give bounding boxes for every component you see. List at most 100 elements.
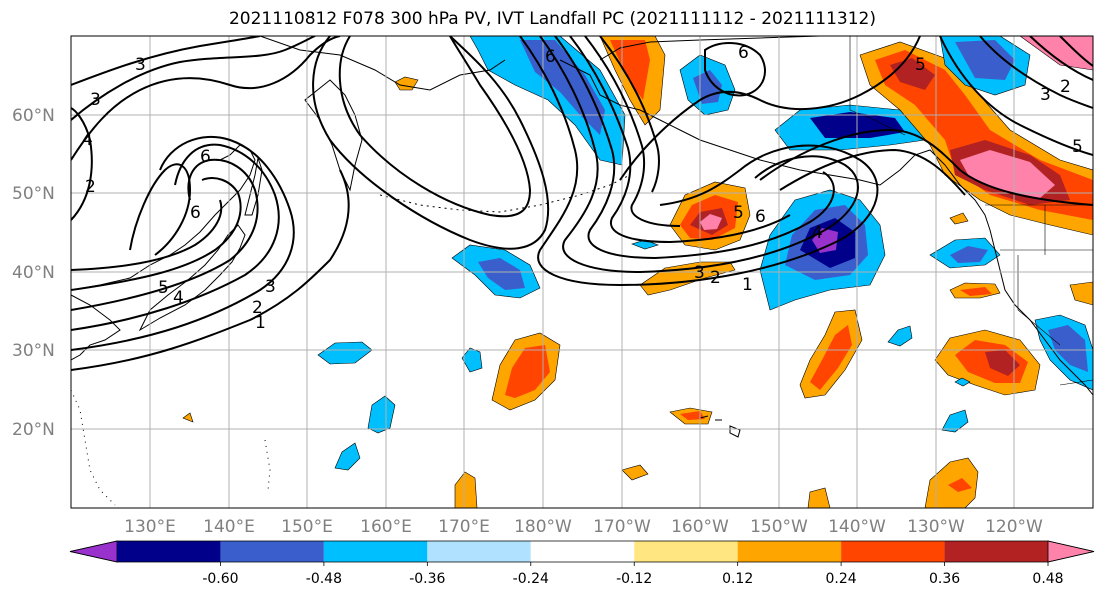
shade-negative-30n-140w bbox=[887, 325, 913, 347]
pv-contour-west-closed bbox=[71, 107, 93, 221]
shade-negative-hawaii bbox=[631, 239, 659, 250]
pv-contour-west-ridge-a bbox=[71, 36, 341, 161]
lat-label: 40°N bbox=[12, 263, 55, 283]
lon-label: 140°E bbox=[203, 517, 255, 537]
contour-label: 3 bbox=[1040, 85, 1051, 105]
lat-label: 30°N bbox=[12, 341, 55, 361]
contour-label: 4 bbox=[812, 223, 823, 243]
ivt-shading bbox=[182, 36, 1093, 508]
lat-label: 50°N bbox=[12, 184, 55, 204]
shade-negative-22n-165e bbox=[367, 395, 396, 434]
contour-label: 2 bbox=[252, 298, 263, 318]
coastlines bbox=[71, 36, 1093, 506]
coast-kamchatka bbox=[304, 79, 363, 192]
colorbar-segment bbox=[944, 541, 1048, 562]
shade-negative-bering bbox=[469, 36, 626, 166]
pv-contour-ne-3 bbox=[939, 36, 1093, 156]
contour-label: 2 bbox=[1060, 77, 1071, 97]
contour-label: 3 bbox=[694, 263, 705, 283]
colorbar-tick-label: -0.12 bbox=[616, 571, 652, 587]
pv-contour-trough-4 bbox=[569, 36, 791, 244]
shade-positive-coast bbox=[1069, 281, 1093, 306]
shade-positive-180-core bbox=[505, 345, 550, 398]
colorbar-segment bbox=[530, 541, 635, 562]
map-content: 3 3 4 2 6 6 5 4 3 2 1 6 6 5 3 2 1 4 5 3 … bbox=[71, 36, 1093, 508]
shade-negative-upper-right-core bbox=[955, 40, 1015, 80]
shade-positive-small-7 bbox=[949, 212, 969, 225]
colorbar-segment bbox=[634, 541, 738, 562]
shade-positive-small-6 bbox=[182, 412, 194, 423]
lon-label: 130°W bbox=[907, 517, 965, 537]
pv-contour-west-closed-2 bbox=[129, 163, 192, 256]
shade-positive-alaska-w-core bbox=[610, 40, 650, 100]
colorbar-extend-max bbox=[1047, 540, 1095, 563]
contour-label: 6 bbox=[738, 43, 749, 63]
shade-positive-160w-peak bbox=[700, 214, 722, 230]
coast-na-west bbox=[944, 164, 1093, 396]
colorbar-tick-label: 0.12 bbox=[722, 571, 753, 587]
shade-negative-bering-core bbox=[520, 40, 605, 135]
lat-label: 20°N bbox=[12, 420, 55, 440]
lon-label: 170°W bbox=[593, 517, 651, 537]
latitude-labels: 60°N 50°N 40°N 30°N 20°N bbox=[12, 106, 55, 440]
pv-contour-west-6 bbox=[71, 199, 223, 271]
contour-label: 5 bbox=[1072, 137, 1083, 157]
contour-label: 2 bbox=[710, 268, 721, 288]
pv-contour-alaska-outer bbox=[619, 36, 921, 181]
pv-contour-west-3 bbox=[71, 143, 280, 331]
colorbar-tick-label: -0.36 bbox=[409, 571, 445, 587]
lat-label: 60°N bbox=[12, 106, 55, 126]
coast-islands bbox=[71, 389, 271, 506]
pv-contour-ridge-mid-1 bbox=[312, 36, 550, 250]
shade-positive-pnw-peak bbox=[960, 150, 1055, 198]
map-title: 2021110812 F078 300 hPa PV, IVT Landfall… bbox=[228, 9, 876, 29]
pv-contour-ne-2 bbox=[779, 148, 966, 196]
colorbar-segment bbox=[841, 541, 945, 562]
map-border bbox=[70, 35, 1094, 509]
colorbar-tick-label: 0.24 bbox=[826, 571, 857, 587]
colorbar-tick-label: -0.24 bbox=[513, 571, 549, 587]
pv-contour-ne-5 bbox=[1029, 36, 1093, 81]
shade-negative-130w-core bbox=[950, 246, 988, 263]
pv-contour-trough-2 bbox=[539, 36, 859, 274]
longitude-labels: 130°E 140°E 150°E 160°E 170°E 180°W 170°… bbox=[124, 517, 1043, 537]
shade-negative-18n-160e bbox=[334, 442, 361, 471]
contour-label: 3 bbox=[90, 90, 101, 110]
contour-label: 6 bbox=[200, 147, 211, 167]
coast-alaska-north bbox=[599, 36, 821, 61]
coast-korea-china bbox=[71, 294, 121, 361]
pv-contour-west-5 bbox=[71, 177, 242, 291]
political-borders bbox=[849, 36, 1093, 386]
lon-label: 170°E bbox=[438, 517, 490, 537]
pv-contour-trough-6 bbox=[599, 36, 660, 193]
shade-positive-hawaii-core bbox=[680, 411, 705, 420]
pv-contour-ne-1 bbox=[759, 128, 1093, 206]
colorbar-tick-label: -0.60 bbox=[202, 571, 238, 587]
colorbar: -0.60 -0.48 -0.36 -0.24 -0.12 0.12 0.24 0.36 0.4… bbox=[69, 540, 1095, 587]
contour-label: 4 bbox=[173, 288, 184, 308]
shade-negative-25n-130w bbox=[954, 377, 971, 387]
shade-negative-40n-175e-core bbox=[478, 258, 525, 290]
contour-label: 5 bbox=[158, 278, 169, 298]
pv-contour-ne-6 bbox=[1059, 36, 1093, 67]
lon-label: 140°W bbox=[828, 517, 886, 537]
contour-label: 1 bbox=[742, 275, 753, 295]
shade-negative-20n-130w bbox=[941, 409, 969, 433]
pv-contour-trough-3 bbox=[554, 36, 835, 260]
contour-label: 6 bbox=[755, 207, 766, 227]
lon-label: 160°E bbox=[360, 517, 412, 537]
coast-alaska bbox=[559, 59, 946, 186]
shade-positive-37n-core bbox=[960, 287, 992, 296]
lon-label: 120°W bbox=[985, 517, 1043, 537]
pv-contour-west-ridge-c bbox=[71, 36, 261, 86]
shade-positive-145w-core bbox=[810, 325, 852, 390]
pv-contour-west-ridge-b bbox=[71, 36, 316, 121]
pv-contour-trough-5 bbox=[584, 36, 681, 227]
lon-label: 160°W bbox=[671, 517, 729, 537]
colorbar-tick-label: -0.48 bbox=[306, 571, 342, 587]
contour-label: 2 bbox=[85, 177, 96, 197]
pv-contour-alaska-inner bbox=[704, 42, 766, 97]
pv-contour-labels: 3 3 4 2 6 6 5 4 3 2 1 6 6 5 3 2 1 4 5 3 … bbox=[82, 43, 1083, 333]
colorbar-segment bbox=[427, 541, 531, 562]
